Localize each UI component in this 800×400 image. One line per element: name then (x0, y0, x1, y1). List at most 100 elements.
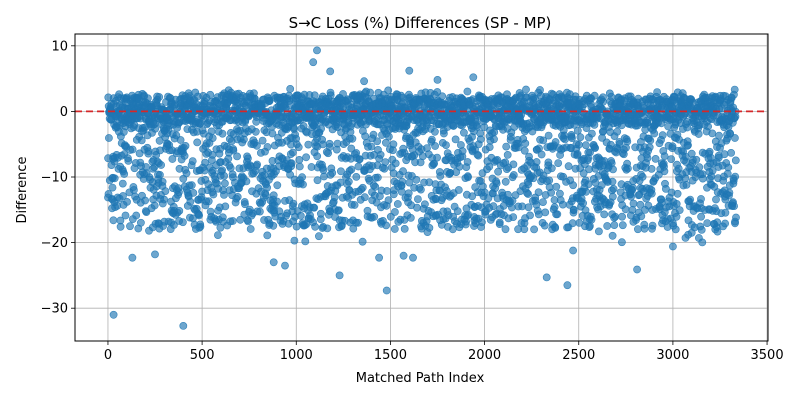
data-point (618, 238, 626, 247)
data-point (420, 200, 429, 209)
data-point (459, 128, 468, 137)
data-point (220, 190, 228, 199)
data-point (672, 199, 681, 208)
data-point (621, 205, 630, 214)
data-point (455, 162, 464, 171)
data-point (607, 92, 616, 101)
data-point (358, 183, 367, 192)
data-point (376, 150, 385, 159)
data-point (537, 150, 546, 159)
data-point (290, 236, 299, 245)
data-point (687, 228, 696, 237)
scatter-points (104, 46, 740, 330)
data-point (416, 185, 425, 194)
data-point (563, 281, 572, 290)
data-point (591, 144, 599, 152)
data-point (561, 135, 569, 144)
data-point (638, 172, 647, 181)
data-point (610, 221, 619, 229)
data-point (181, 141, 190, 150)
data-point (694, 130, 703, 138)
data-point (371, 182, 380, 191)
data-point (552, 182, 561, 191)
data-point (608, 231, 617, 240)
data-point (317, 124, 325, 133)
data-point (731, 134, 739, 142)
data-point (433, 76, 442, 84)
data-point (698, 238, 707, 247)
data-point (539, 171, 548, 180)
data-point (534, 188, 543, 197)
data-point (469, 73, 478, 82)
data-point (413, 203, 421, 212)
data-point (174, 188, 183, 197)
chart-title: S→C Loss (%) Differences (SP - MP) (289, 14, 552, 32)
data-point (484, 194, 493, 203)
data-point (509, 171, 518, 179)
data-point (309, 58, 318, 67)
data-point (433, 88, 442, 96)
data-point (189, 188, 198, 197)
data-point (226, 164, 235, 172)
data-point (358, 237, 367, 246)
data-point (647, 164, 656, 173)
data-point (648, 221, 657, 230)
data-point (590, 91, 599, 100)
data-point (352, 172, 361, 181)
data-point (643, 154, 652, 162)
data-point (730, 202, 738, 210)
data-point (405, 66, 414, 75)
data-point (662, 184, 670, 193)
data-point (314, 232, 323, 241)
data-point (383, 187, 391, 195)
data-point (704, 122, 712, 131)
data-point (433, 153, 441, 162)
data-point (658, 131, 667, 140)
data-point (168, 155, 177, 163)
data-point (298, 173, 306, 182)
data-point (128, 253, 137, 262)
data-point (569, 181, 577, 190)
data-point (731, 217, 739, 226)
data-point (573, 150, 582, 158)
data-point (208, 134, 217, 142)
data-point (255, 207, 264, 216)
data-point (243, 154, 252, 163)
data-point (708, 166, 717, 175)
data-point (495, 218, 504, 227)
data-point (325, 143, 334, 151)
data-point (480, 188, 489, 197)
data-point (269, 191, 278, 200)
data-point (651, 154, 660, 163)
data-point (474, 151, 483, 160)
data-point (244, 217, 252, 226)
x-tick-label: 0 (104, 348, 112, 363)
data-point (463, 87, 472, 96)
data-point (253, 160, 261, 169)
data-point (228, 217, 237, 225)
data-point (464, 173, 472, 182)
data-point (454, 186, 463, 194)
data-point (507, 203, 516, 212)
data-point (384, 86, 393, 95)
data-point (541, 208, 550, 217)
data-point (695, 163, 704, 172)
data-point (569, 205, 578, 214)
data-point (118, 179, 127, 188)
data-point (273, 181, 282, 190)
y-tick-label: −20 (41, 236, 68, 251)
data-point (310, 203, 319, 212)
data-point (175, 206, 184, 215)
y-tick-label: −30 (41, 302, 68, 317)
data-point (110, 174, 119, 183)
data-point (109, 310, 118, 319)
data-point (233, 192, 242, 201)
data-point (375, 253, 383, 262)
data-point (698, 174, 707, 183)
data-point (686, 195, 695, 204)
data-point (409, 253, 417, 262)
data-point (269, 258, 278, 267)
data-point (316, 209, 325, 218)
data-point (539, 136, 548, 145)
data-point (586, 148, 594, 157)
